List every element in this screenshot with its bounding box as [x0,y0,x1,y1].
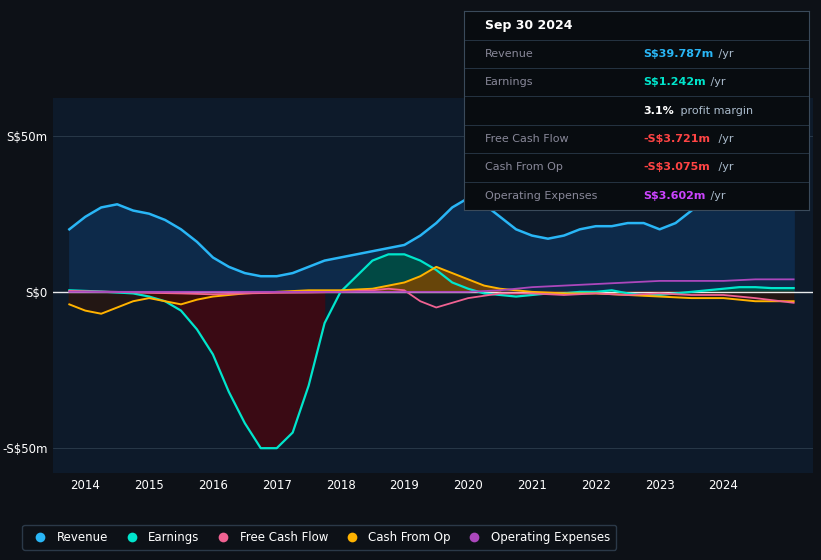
Text: /yr: /yr [708,77,726,87]
Text: Revenue: Revenue [484,49,534,59]
Text: profit margin: profit margin [677,106,753,115]
Text: Operating Expenses: Operating Expenses [484,191,597,201]
Text: /yr: /yr [708,191,726,201]
Text: S$1.242m: S$1.242m [643,77,706,87]
Text: S$39.787m: S$39.787m [643,49,713,59]
Text: -S$3.075m: -S$3.075m [643,162,710,172]
Text: Cash From Op: Cash From Op [484,162,562,172]
Text: -S$3.721m: -S$3.721m [643,134,710,144]
Text: Free Cash Flow: Free Cash Flow [484,134,568,144]
Text: Earnings: Earnings [484,77,533,87]
Text: S$3.602m: S$3.602m [643,191,705,201]
Text: 3.1%: 3.1% [643,106,674,115]
Legend: Revenue, Earnings, Free Cash Flow, Cash From Op, Operating Expenses: Revenue, Earnings, Free Cash Flow, Cash … [22,525,616,550]
Text: /yr: /yr [715,162,733,172]
Text: /yr: /yr [715,49,733,59]
Text: Sep 30 2024: Sep 30 2024 [484,19,572,32]
Text: /yr: /yr [715,134,733,144]
